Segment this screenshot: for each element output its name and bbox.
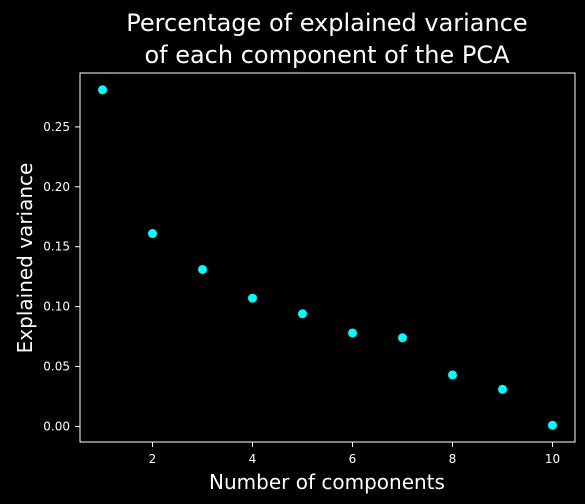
- chart-title-line-1: Percentage of explained variance: [126, 9, 527, 37]
- chart-title-line-2: of each component of the PCA: [144, 41, 510, 69]
- data-point: [448, 370, 457, 380]
- x-tick-label: 10: [545, 452, 560, 466]
- data-point: [198, 264, 207, 274]
- y-axis-label: Explained variance: [13, 163, 37, 354]
- y-axis-ticks: 0.00 0.05 0.10 0.15 0.20 0.25: [43, 120, 80, 433]
- data-point: [298, 309, 307, 319]
- data-point: [248, 293, 257, 303]
- data-point: [98, 85, 107, 95]
- x-axis-ticks: 2 4 6 8 10: [149, 442, 560, 466]
- data-point: [348, 328, 357, 338]
- x-axis-label: Number of components: [209, 470, 445, 494]
- y-tick-label: 0.25: [43, 120, 70, 134]
- x-tick-label: 2: [149, 452, 157, 466]
- data-point: [548, 420, 557, 430]
- x-tick-label: 4: [249, 452, 257, 466]
- data-point: [148, 229, 157, 239]
- scatter-points: [98, 85, 557, 430]
- y-tick-label: 0.10: [43, 300, 70, 314]
- y-tick-label: 0.00: [43, 419, 70, 433]
- data-point: [398, 333, 407, 343]
- y-tick-label: 0.05: [43, 360, 70, 374]
- y-tick-label: 0.15: [43, 240, 70, 254]
- x-tick-label: 6: [349, 452, 357, 466]
- x-tick-label: 8: [449, 452, 457, 466]
- data-point: [498, 384, 507, 394]
- y-tick-label: 0.20: [43, 180, 70, 194]
- plot-area-frame: [79, 72, 576, 443]
